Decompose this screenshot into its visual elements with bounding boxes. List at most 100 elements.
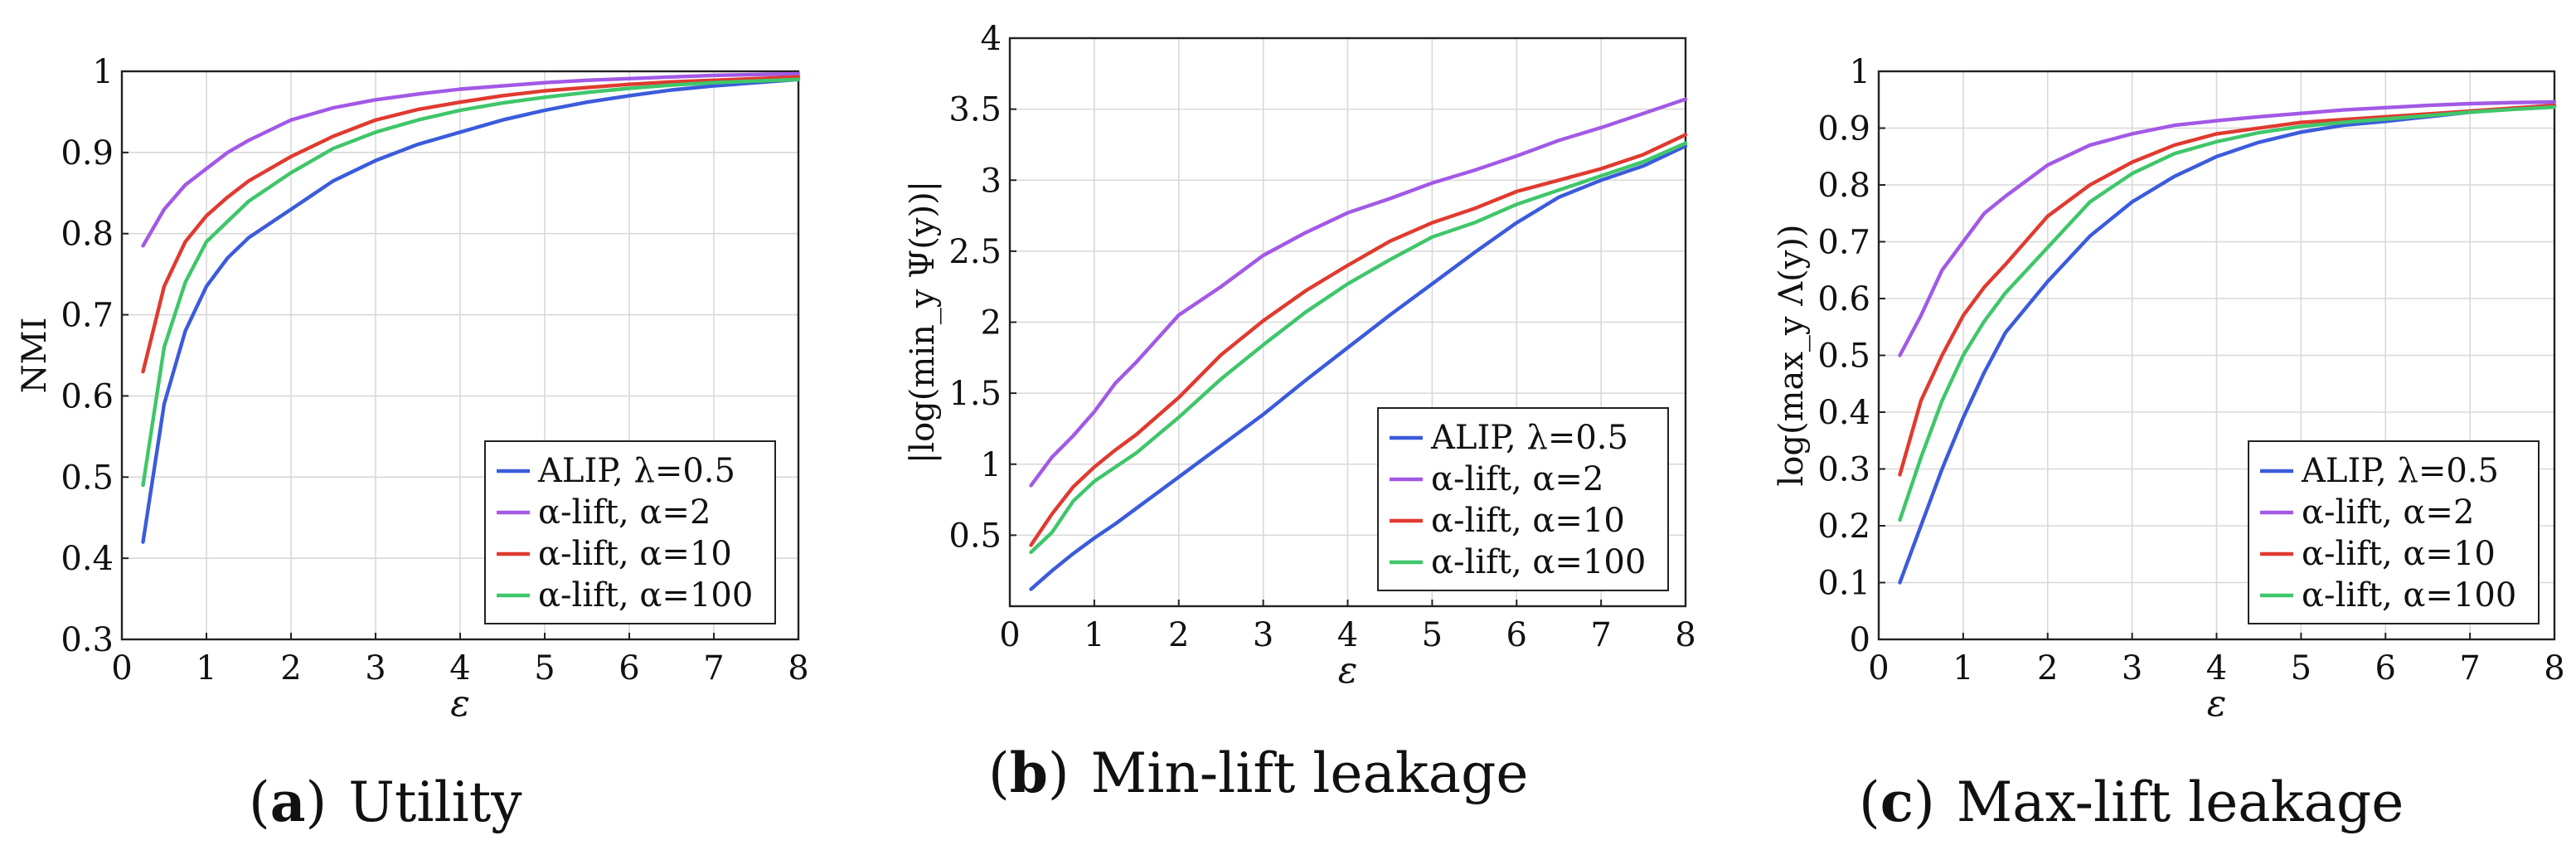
series-line-alpha2 (1029, 97, 1688, 488)
legend-entry-label: α-lift, α=10 (538, 535, 732, 573)
x-tick-label: 4 (449, 649, 470, 687)
x-tick-label: 3 (1253, 616, 1273, 654)
series-line-alpha100 (1029, 141, 1688, 555)
caption-paren-open: ( (249, 770, 270, 834)
x-tick-label: 6 (2375, 649, 2396, 687)
y-tick-label: 2 (981, 304, 1002, 342)
panel-c: 0 1 2 3 4 5 6 7 8 0 0.1 0.2 0.3 0.4 0.5 0.6 0.7 0.8 0.9 1 ε l… (1773, 53, 2565, 834)
y-tick-label: 0.2 (1817, 508, 1870, 546)
panel-caption: (c) Max-lift leakage (1859, 770, 2404, 834)
y-tick-label: 0.5 (948, 517, 1002, 555)
y-tick-label: 3 (981, 162, 1002, 200)
legend-entry-label: α-lift, α=100 (1431, 543, 1646, 581)
caption-paren-open: ( (1859, 770, 1880, 834)
x-tick-label: 4 (1337, 616, 1358, 654)
x-tick-label: 4 (2206, 649, 2227, 687)
y-tick-label: 0.8 (1817, 167, 1870, 205)
y-tick-label: 0.4 (61, 540, 114, 578)
x-tick-label: 6 (619, 649, 639, 687)
x-tick-label: 8 (2544, 649, 2564, 687)
caption-title: Max-lift leakage (1957, 770, 2404, 834)
y-tick-label: 0.7 (61, 297, 114, 335)
x-axis-label: ε (1338, 649, 1358, 692)
legend-entry-label: α-lift, α=2 (538, 493, 711, 532)
y-tick-label: 0.3 (1817, 451, 1870, 489)
y-axis-label: |log(min_y Ψ(y))| (904, 181, 942, 464)
x-tick-label: 1 (1953, 649, 1973, 687)
y-tick-label: 0.4 (1817, 394, 1870, 432)
y-tick-label: 0.5 (1817, 338, 1870, 376)
x-tick-label: 8 (1675, 616, 1696, 654)
series-line-ALIP (1029, 143, 1688, 591)
x-tick-label: 6 (1506, 616, 1527, 654)
legend-entry-label: ALIP, λ=0.5 (537, 452, 735, 490)
legend-box (2248, 440, 2540, 624)
legend-entry-label: α-lift, α=10 (2302, 535, 2496, 573)
legend-entry-label: α-lift, α=2 (2302, 493, 2474, 532)
caption-paren-close: ) (306, 770, 327, 834)
y-tick-label: 3.5 (948, 91, 1002, 129)
y-axis-label: log(max_y Λ(y)) (1773, 224, 1811, 486)
x-tick-label: 1 (196, 649, 216, 687)
y-tick-label: 0 (1850, 621, 1870, 659)
x-tick-label: 5 (1422, 616, 1443, 654)
y-tick-label: 1.5 (948, 375, 1002, 413)
series-line-alpha10 (1898, 103, 2557, 477)
y-tick-label: 0.6 (61, 377, 114, 415)
caption-paren-open: ( (988, 741, 1010, 805)
x-tick-label: 5 (2291, 649, 2312, 687)
x-tick-label: 0 (111, 649, 132, 687)
y-tick-label: 2.5 (948, 233, 1002, 271)
legend-entry-label: α-lift, α=10 (1431, 502, 1625, 540)
legend-box (1377, 407, 1669, 591)
legend-entry-label: α-lift, α=100 (538, 576, 753, 615)
y-tick-label: 0.7 (1817, 224, 1870, 262)
y-axis-label: NMI (16, 318, 54, 394)
y-tick-label: 0.3 (61, 621, 114, 659)
series-line-alpha100 (1898, 104, 2557, 522)
x-tick-label: 1 (1084, 616, 1104, 654)
series-line-alpha10 (141, 75, 801, 374)
y-tick-label: 0.8 (61, 216, 114, 254)
x-axis-label: ε (450, 683, 470, 725)
y-tick-label: 4 (981, 20, 1002, 58)
y-tick-label: 1 (1850, 53, 1870, 91)
x-tick-label: 7 (703, 649, 724, 687)
series-line-alpha2 (1898, 100, 2557, 357)
x-tick-label: 8 (788, 649, 808, 687)
x-tick-label: 3 (365, 649, 386, 687)
y-tick-label: 0.1 (1817, 565, 1870, 603)
legend-box (484, 440, 776, 624)
y-tick-label: 0.9 (61, 134, 114, 172)
x-tick-label: 2 (280, 649, 301, 687)
x-tick-label: 7 (2459, 649, 2480, 687)
caption-title: Utility (348, 770, 522, 834)
panel-b: 0 1 2 3 4 5 6 7 80.511.522.533.54ε|log(min_y Ψ(y… (904, 20, 1696, 805)
x-tick-label: 7 (1590, 616, 1611, 654)
legend: ALIP, λ=0.5α-lift, α=2α-lift, α=10α-lift… (484, 440, 776, 624)
legend: ALIP, λ=0.5α-lift, α=2α-lift, α=10α-lift… (2248, 440, 2540, 624)
legend-entry-label: ALIP, λ=0.5 (2301, 452, 2499, 490)
caption-letter: c (1880, 770, 1914, 834)
x-tick-label: 0 (999, 616, 1020, 654)
x-tick-label: 3 (2122, 649, 2142, 687)
x-tick-label: 2 (1168, 616, 1189, 654)
panel-a: 0 1 2 3 4 5 6 7 8 0.3 0.4 0.5 0.6 0.7 0.8 0.9 1 ε NMI ALIP,… (16, 53, 809, 834)
y-tick-label: 1 (93, 53, 114, 91)
caption-paren-close: ) (1048, 741, 1070, 805)
caption-title: Min-lift leakage (1091, 741, 1529, 805)
legend: ALIP, λ=0.5α-lift, α=2 α-lift, α=10α-lift… (1377, 407, 1669, 591)
legend-entry-label: α-lift, α=2 (1431, 460, 1603, 498)
x-tick-label: 2 (2037, 649, 2058, 687)
y-tick-label: 0.5 (61, 459, 114, 497)
caption-letter: a (270, 770, 306, 834)
panel-caption: (a) Utility (249, 770, 522, 834)
x-tick-label: 5 (534, 649, 555, 687)
legend-entry-label: ALIP, λ=0.5 (1430, 419, 1628, 457)
x-tick-label: 0 (1868, 649, 1889, 687)
x-axis-label: ε (2207, 683, 2227, 725)
series-line-alpha10 (1029, 133, 1688, 547)
series-line-alpha100 (141, 77, 801, 488)
series-line-ALIP (141, 77, 801, 544)
